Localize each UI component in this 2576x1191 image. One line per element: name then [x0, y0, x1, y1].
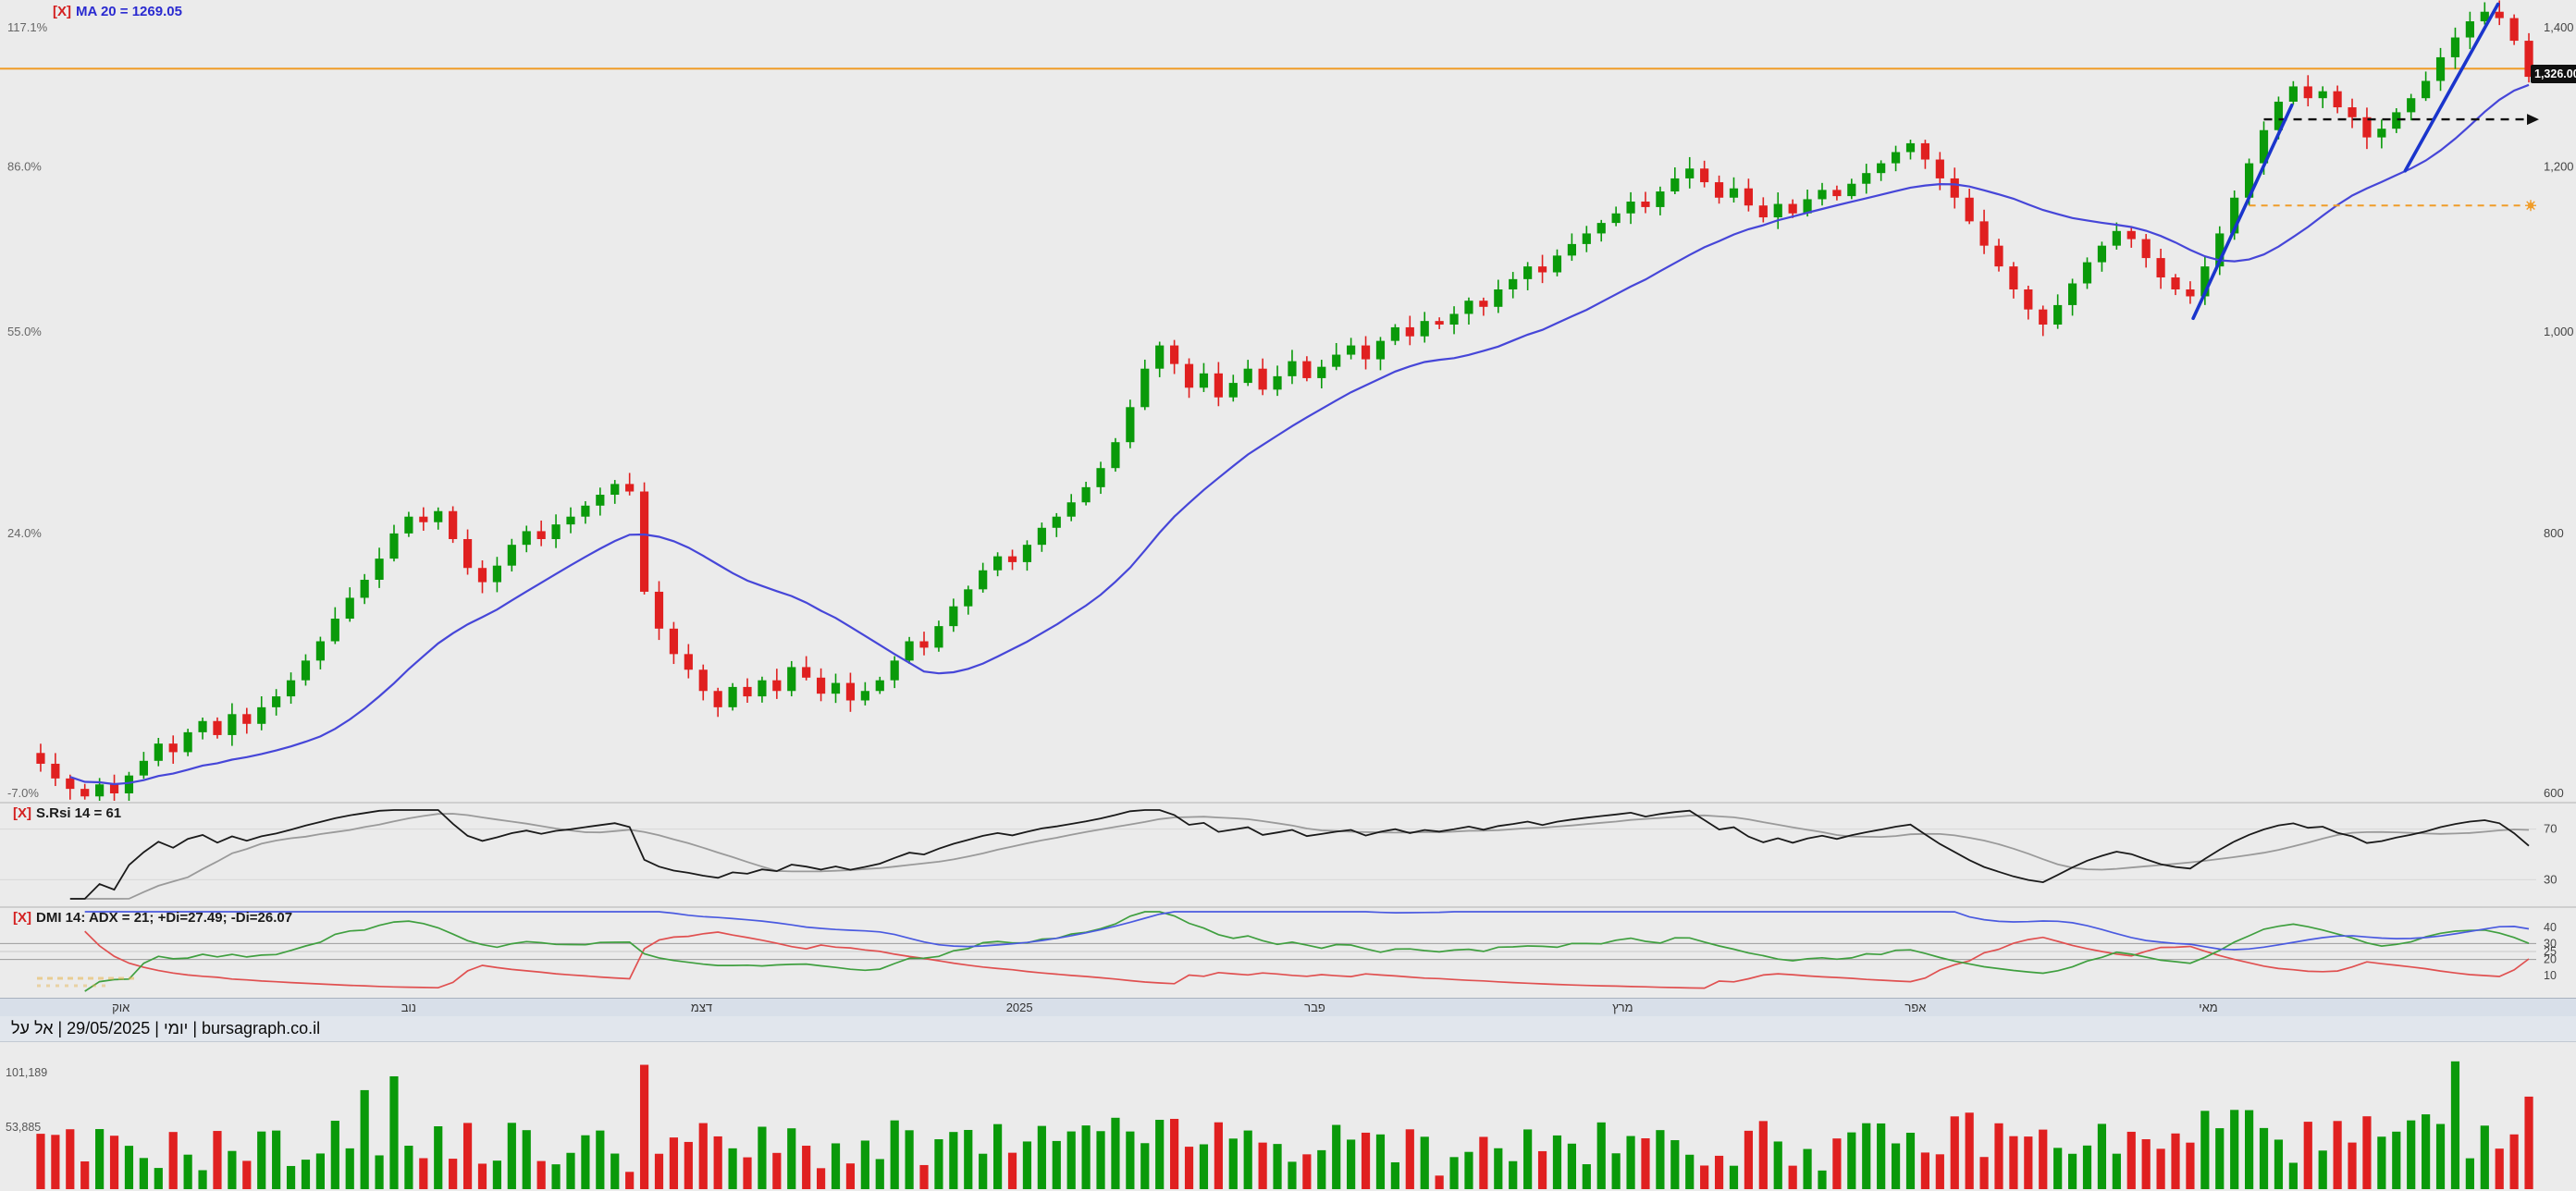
month-label: מאי: [2199, 1001, 2218, 1014]
annotations: [2191, 2, 2539, 321]
month-label: אוק: [112, 1001, 130, 1014]
volume-panel: 101,189 53,885: [6, 1061, 2533, 1189]
svg-text:117.1%: 117.1%: [7, 20, 48, 34]
svg-text:600: 600: [2544, 786, 2564, 800]
svg-text:24.0%: 24.0%: [7, 526, 42, 540]
svg-text:1,000: 1,000: [2544, 325, 2574, 338]
rsi-panel: 70 30: [0, 809, 2557, 900]
svg-text:40: 40: [2544, 921, 2557, 934]
svg-text:55.0%: 55.0%: [7, 325, 42, 338]
ma-legend: [X] MA 20 = 1269.05: [53, 4, 182, 19]
svg-text:20: 20: [2544, 953, 2557, 966]
candles-layer: [36, 0, 2533, 801]
x-axis-strip: אוק נוב דצמ 2025 פבר מרץ אפר מאי: [0, 998, 2576, 1016]
last-price-tag: 1,326.00: [2531, 65, 2576, 84]
caption-text: יומי | 29/05/2025 | אל על | bursagraph.c…: [11, 1019, 321, 1038]
star-marker-icon: [2525, 200, 2536, 212]
month-label: פבר: [1304, 1001, 1325, 1014]
month-label: 2025: [1005, 1001, 1033, 1014]
svg-text:70: 70: [2544, 822, 2557, 836]
svg-text:-7.0%: -7.0%: [7, 786, 39, 800]
svg-text:1,200: 1,200: [2544, 160, 2574, 174]
dmi-legend-remove-icon[interactable]: [X]: [13, 910, 31, 926]
ma-legend-text: MA 20 = 1269.05: [76, 4, 182, 19]
month-label: מרץ: [1612, 1001, 1633, 1014]
ma-legend-remove-icon[interactable]: [X]: [53, 4, 71, 19]
svg-text:800: 800: [2544, 526, 2564, 540]
svg-text:53,885: 53,885: [6, 1121, 41, 1134]
svg-text:30: 30: [2544, 872, 2557, 886]
panel-separators: [0, 802, 2576, 908]
rsi-legend-text: S.Rsi 14 = 61: [36, 805, 122, 821]
svg-text:1,400: 1,400: [2544, 20, 2574, 34]
ma-line: [69, 83, 2530, 786]
watermark-marks: [37, 976, 139, 988]
month-label: אפר: [1904, 1001, 1927, 1014]
caption-bar: יומי | 29/05/2025 | אל על | bursagraph.c…: [0, 1016, 2576, 1042]
month-label: דצמ: [690, 1001, 713, 1014]
dmi-legend: [X] DMI 14: ADX = 21; +Di=27.49; -Di=26.0…: [13, 910, 292, 926]
rsi-legend: [X] S.Rsi 14 = 61: [13, 805, 121, 821]
month-label: נוב: [401, 1001, 416, 1014]
svg-text:30: 30: [2544, 937, 2557, 950]
svg-text:86.0%: 86.0%: [7, 160, 42, 174]
svg-text:10: 10: [2544, 969, 2557, 982]
svg-text:101,189: 101,189: [6, 1066, 47, 1079]
price-axis-labels: 1,400 117.1% 1,200 86.0% 1,000 55.0% 800 24.0% 6…: [7, 20, 2574, 800]
dmi-legend-text: DMI 14: ADX = 21; +Di=27.49; -Di=26.07: [36, 910, 293, 926]
svg-text:25: 25: [2544, 945, 2557, 958]
rsi-legend-remove-icon[interactable]: [X]: [13, 805, 31, 821]
